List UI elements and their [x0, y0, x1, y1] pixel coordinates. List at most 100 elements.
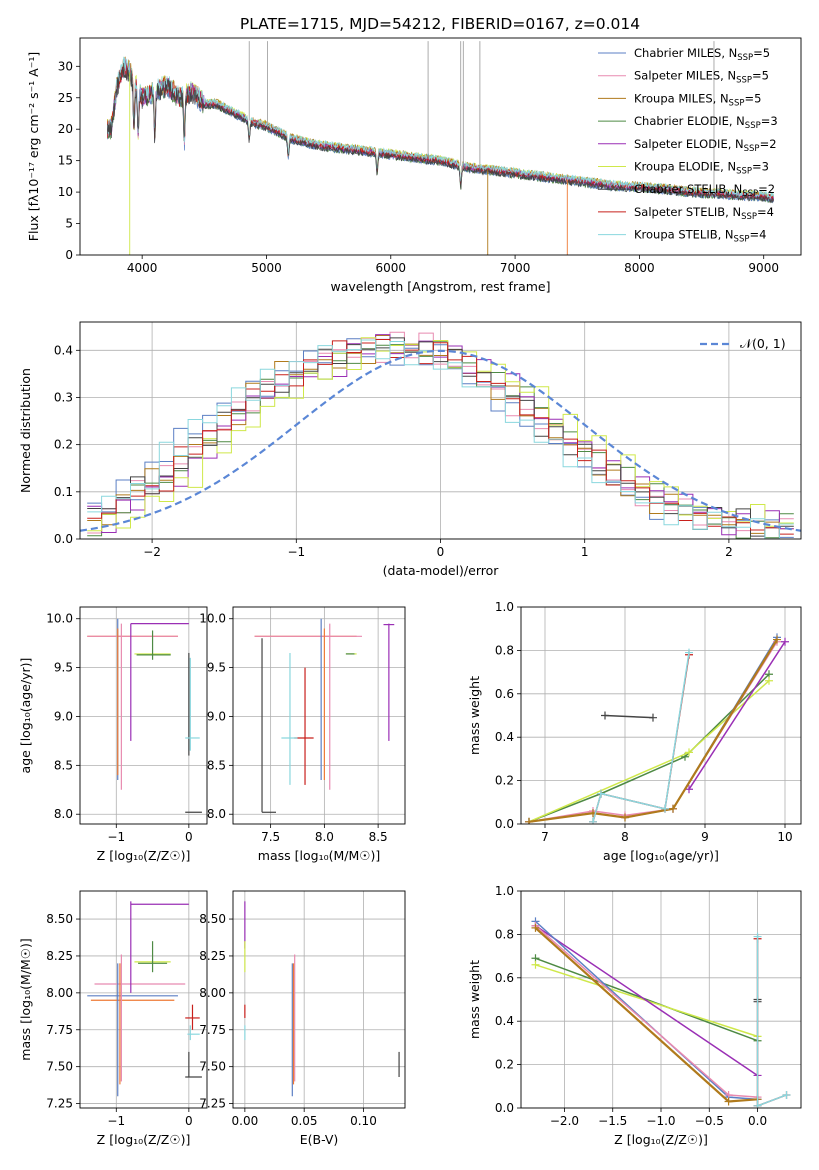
weight-point	[649, 713, 657, 722]
weight-point	[685, 785, 693, 794]
y-tick-label: 9.0	[54, 709, 73, 723]
y-tick-label: 8.50	[46, 912, 73, 926]
residual-histogram-kroupa-stelib	[87, 339, 794, 539]
x-tick-label: 7	[541, 830, 549, 844]
x-tick-label: 8.5	[369, 830, 388, 844]
legend-label: Salpeter STELIB, NSSP=4	[634, 205, 774, 222]
legend-label: Kroupa STELIB, NSSP=4	[634, 228, 766, 245]
weight-point	[597, 789, 605, 798]
weight-line-salpeter-stelib	[592, 654, 690, 823]
legend-label: Kroupa MILES, NSSP=5	[634, 91, 761, 108]
y-tick-label: 0.8	[495, 927, 514, 941]
axes-frame	[232, 606, 406, 825]
age-vs-Z-plot-area	[80, 607, 207, 824]
y-tick-label: 8.0	[54, 807, 73, 821]
x-axis-label: Z [log₁₀(Z/Z☉)]	[614, 1132, 708, 1147]
weight-line-chabrier-elodie	[528, 673, 770, 823]
x-axis-label: Z [log₁₀(Z/Z☉)]	[97, 1132, 191, 1147]
weight-point	[685, 748, 693, 757]
y-tick-label: 30	[58, 59, 73, 73]
residual-histogram-kroupa-elodie	[87, 337, 794, 532]
spectrum-line-salpeter-stelib	[107, 62, 774, 201]
y-tick-label: 10.0	[199, 612, 226, 626]
age-vs-mass-axes: 7.5 8.0 8.5 8.0 8.5 9.0 9.5 10.0 mass [log₁₀(M/M…	[199, 606, 406, 863]
mass-vs-Z-axes: −1 0 7.25 7.50 7.75 8.00 8.25 8.50 Z [log₁₀(Z/Z☉…	[18, 890, 208, 1147]
spectrum-axes: 4000 5000 6000 7000 8000 9000 0 5 10 15 20 25 30 wave…	[26, 37, 802, 294]
y-tick-label: 20	[58, 122, 73, 136]
x-tick-label: 9	[701, 830, 709, 844]
y-tick-label: 7.75	[199, 1023, 226, 1037]
y-tick-label: 8.00	[46, 986, 73, 1000]
axes-frame	[520, 606, 802, 825]
y-tick-label: 7.50	[199, 1060, 226, 1074]
weight-line-kroupa-elodie	[528, 680, 770, 823]
normal-curve	[80, 349, 801, 532]
legend-label: Chabrier MILES, NSSP=5	[634, 46, 770, 63]
figure-title: PLATE=1715, MJD=54212, FIBERID=0167, z=0…	[240, 15, 640, 33]
weight-point	[753, 1101, 762, 1108]
x-tick-label: 7.5	[261, 830, 280, 844]
y-tick-label: 0.6	[495, 687, 514, 701]
weight-point	[669, 804, 677, 813]
x-tick-label: 0	[185, 830, 193, 844]
y-tick-label: 9.0	[207, 709, 226, 723]
weight-line-salpeter-stelib	[756, 938, 787, 1107]
weight-point	[661, 804, 669, 813]
x-tick-label: 8.0	[315, 830, 334, 844]
residual-histogram-chabrier-elodie	[87, 340, 794, 539]
y-tick-label: 8.0	[207, 807, 226, 821]
weight-point	[531, 923, 540, 932]
weight-point	[753, 932, 762, 941]
y-axis-label: Normed distribution	[18, 368, 33, 493]
y-axis-label: Flux [fλ10⁻¹⁷ erg cm⁻² s⁻¹ A⁻¹]	[26, 52, 41, 241]
x-tick-label: 8000	[624, 261, 655, 275]
weight-point	[621, 813, 629, 822]
x-axis-label: (data-model)/error	[383, 563, 500, 578]
y-tick-label: 8.5	[54, 758, 73, 772]
weight-point	[685, 648, 693, 657]
mass-vs-ebv-axes: 0.00 0.05 0.10 7.25 7.50 7.75 8.00 8.25 8.50 E(B-…	[199, 890, 406, 1147]
y-tick-label: 0.0	[495, 817, 514, 831]
legend-label: Chabrier STELIB, NSSP=2	[634, 182, 775, 199]
y-tick-label: 0.3	[54, 390, 73, 404]
axes-frame	[79, 37, 802, 256]
y-tick-label: 5	[65, 217, 73, 231]
x-tick-label: 0.0	[748, 1114, 767, 1128]
x-tick-label: −2.0	[550, 1114, 579, 1128]
y-tick-label: 0.8	[495, 643, 514, 657]
y-tick-label: 25	[58, 91, 73, 105]
spectrum-plot-area	[107, 41, 774, 255]
weight-point	[531, 960, 540, 969]
x-axis-label: wavelength [Angstrom, rest frame]	[330, 279, 550, 294]
y-tick-label: 0.4	[54, 343, 73, 357]
weight-line-kroupa-miles	[528, 638, 778, 823]
residual-histogram-salpeter-miles	[87, 331, 794, 539]
y-tick-label: 9.5	[54, 661, 73, 675]
age-vs-Z-axes: −1 0 8.0 8.5 9.0 9.5 10.0 Z [log₁₀(Z/Z☉)] age [l…	[18, 606, 208, 863]
weight-line-kroupa-stelib	[592, 652, 690, 823]
y-tick-label: 0.0	[54, 532, 73, 546]
y-axis-label: age [log₁₀(age/yr)]	[18, 658, 33, 774]
x-tick-label: 6000	[376, 261, 407, 275]
weight-line-chabrier-stelib	[604, 714, 654, 719]
y-tick-label: 8.25	[199, 949, 226, 963]
y-tick-label: 10.0	[46, 612, 73, 626]
weight-vs-Z-plot-area	[521, 891, 801, 1108]
weight-point	[525, 817, 533, 824]
y-tick-label: 7.75	[46, 1023, 73, 1037]
weight-point	[773, 635, 781, 644]
x-tick-label: −1	[107, 830, 125, 844]
residuals-axes: −2 −1 0 1 2 0.0 0.1 0.2 0.3 0.4 (data-model)/error…	[18, 321, 802, 578]
weight-line-salpeter-miles	[528, 641, 778, 823]
residual-histogram-salpeter-stelib	[87, 339, 794, 535]
spectrum-line-chabrier-stelib	[107, 62, 774, 204]
x-tick-label: 0.05	[291, 1114, 318, 1128]
legend-label: Salpeter ELODIE, NSSP=2	[634, 137, 777, 154]
axes-frame	[79, 606, 208, 825]
y-tick-label: 0	[65, 248, 73, 262]
x-tick-label: 4000	[127, 261, 158, 275]
x-tick-label: −1.5	[598, 1114, 627, 1128]
weight-point	[601, 711, 609, 720]
weight-vs-age-plot-area	[521, 607, 801, 824]
